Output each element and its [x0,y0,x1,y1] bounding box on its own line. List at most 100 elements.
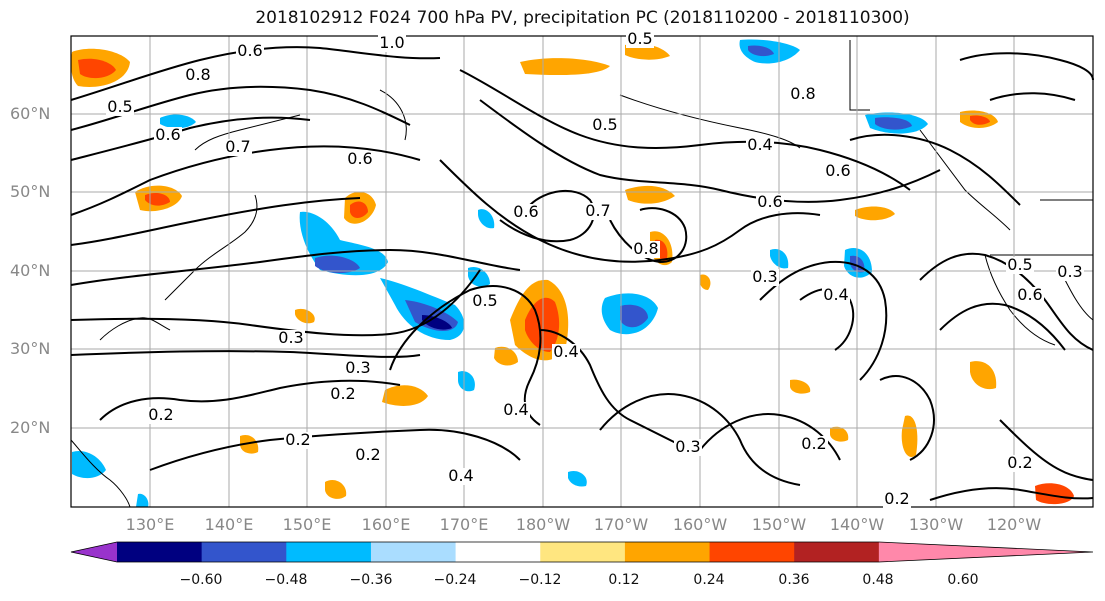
contour-label-bg [106,99,134,116]
colorbar-tick-label: −0.24 [433,572,477,588]
contour-label-bg [1016,287,1044,304]
contour-label-bg [344,360,372,377]
contour-label-bg [236,43,264,60]
contour-label-bg [512,204,540,221]
contour-label-bg [502,402,530,419]
contour-label: 0.8 [185,65,210,84]
colorbar-segment [624,542,711,562]
contour-label: 0.8 [790,84,815,103]
contour-label-bg [378,35,406,52]
lon-label-140w: 140°W [829,515,885,534]
contour-label-bg [584,203,612,220]
colorbar-tick-label: −0.36 [349,572,393,588]
contour-label-bg [471,293,499,310]
contour-label: 0.2 [1007,453,1032,472]
lon-label-130e: 130°E [125,515,175,534]
lon-label-170e: 170°E [439,515,489,534]
contour-label: 0.4 [747,135,772,154]
colorbar-tick-label: 0.24 [693,572,725,588]
contour-label-bg [329,386,357,403]
contour-label: 0.2 [355,445,380,464]
contour-label: 0.3 [1057,262,1082,281]
contour-label: 0.7 [585,201,610,220]
precip-shading [70,39,1074,507]
contour-label-bg [354,447,382,464]
contour-label: 0.5 [472,291,497,310]
lat-label-60n: 60°N [10,104,51,123]
lon-label-160e: 160°E [361,515,411,534]
contour-label: 0.5 [627,29,652,48]
lon-label-180w: 180°W [515,515,571,534]
contour-label: 0.4 [823,285,848,304]
contour-label: 0.2 [285,430,310,449]
contour-label-bg [674,439,702,456]
contour-label: 0.7 [225,137,250,156]
contour-label: 0.3 [675,437,700,456]
contour-label: 0.2 [148,405,173,424]
contour-label: 0.2 [884,489,909,508]
contour-label-bg [632,241,660,258]
contour-label: 0.6 [237,41,262,60]
contour-label: 0.2 [330,384,355,403]
lon-label-150w: 150°W [751,515,807,534]
colorbar-segment [370,542,457,562]
colorbar-extend-min [71,542,117,562]
contour-label-bg [824,163,852,180]
contour-label-bg [147,407,175,424]
contour-label: 0.5 [1007,255,1032,274]
contour-label: 0.3 [752,267,777,286]
contour-label-bg [224,139,252,156]
colorbar-segment [117,542,203,562]
lon-label-170w: 170°W [593,515,649,534]
lon-label-150e: 150°E [282,515,332,534]
colorbar-segment [201,542,287,562]
contour-label: 0.6 [155,125,180,144]
colorbar-segment [794,542,880,562]
colorbar-segment [455,542,541,562]
contour-label: 0.3 [278,328,303,347]
contour-label: 0.6 [347,149,372,168]
contour-label: 0.4 [448,466,473,485]
contour-label: 0.8 [633,239,658,258]
contour-label: 1.0 [379,33,404,52]
lon-label-160w: 160°W [672,515,728,534]
colorbar [70,541,1094,563]
contour-label-bg [284,432,312,449]
contour-label: 0.4 [553,342,578,361]
colorbar-tick-label: −0.12 [518,572,562,588]
contour-label-bg [277,330,305,347]
contour-label-bg [1056,264,1084,281]
contour-label-bg [1006,455,1034,472]
contour-label-bg [447,468,475,485]
lon-label-130w: 130°W [908,515,964,534]
colorbar-outline [70,541,1094,563]
colorbar-tick-label: 0.36 [778,572,810,588]
contour-label: 0.4 [503,400,528,419]
colorbar-segment [709,542,795,562]
contour-labels: 1.0 0.5 0.8 0.6 0.5 0.6 0.7 0.6 0.4 0.5 0.6 0.7 0.8 0… [106,29,1084,508]
contour-label-bg [800,436,828,453]
lon-label-140e: 140°E [204,515,254,534]
contour-label-bg [552,344,580,361]
contour-label: 0.6 [825,161,850,180]
colorbar-extend-max [878,542,1093,562]
contour-label: 0.5 [107,97,132,116]
contour-label: 0.6 [757,192,782,211]
plot-frame [70,35,1094,508]
contour-label: 0.5 [592,115,617,134]
colorbar-tick-label: 0.48 [862,572,894,588]
contour-label: 0.3 [345,358,370,377]
contour-label-bg [883,491,911,508]
colorbar-segment [286,542,372,562]
contour-label-bg [184,67,212,84]
contour-label-bg [751,269,779,286]
graticule [71,36,1093,507]
contour-label-bg [154,127,182,144]
colorbar-tick-label: −0.48 [264,572,308,588]
contour-label-bg [756,194,784,211]
contour-label-bg [626,31,654,48]
contour-label-bg [789,86,817,103]
contour-label: 0.6 [513,202,538,221]
lon-label-120w: 120°W [986,515,1042,534]
pv-contours [70,46,1094,501]
